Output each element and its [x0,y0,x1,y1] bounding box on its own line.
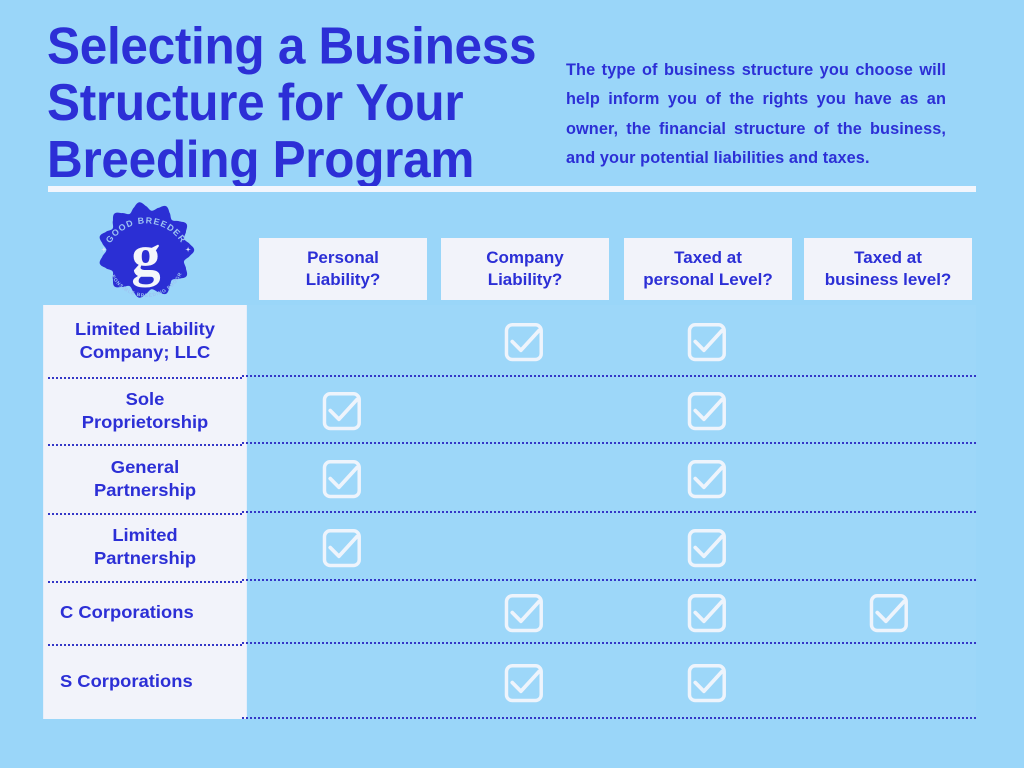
svg-text:g: g [131,222,160,287]
